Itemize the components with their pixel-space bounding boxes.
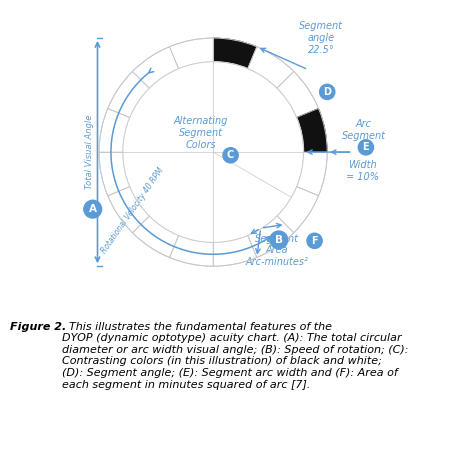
Wedge shape [132,216,178,258]
Wedge shape [277,71,318,117]
Wedge shape [247,47,293,88]
Wedge shape [108,71,149,117]
Wedge shape [99,152,129,196]
Circle shape [269,231,287,249]
Circle shape [123,62,303,242]
Circle shape [306,233,321,248]
Circle shape [357,140,373,155]
Text: B: B [274,235,282,245]
Text: F: F [310,236,317,246]
Text: A: A [89,204,97,214]
Text: Alternating
Segment
Colors: Alternating Segment Colors [173,116,227,150]
Wedge shape [296,152,327,196]
Text: Rotational Velocity 40 RPM: Rotational Velocity 40 RPM [99,166,165,255]
Text: Segment
Area
Arc-minutes²: Segment Area Arc-minutes² [245,234,307,267]
Wedge shape [277,187,318,233]
Wedge shape [296,109,327,152]
Text: Segment
angle
22.5°: Segment angle 22.5° [298,21,342,55]
Wedge shape [132,47,178,88]
Wedge shape [108,187,149,233]
Wedge shape [99,109,129,152]
Text: Width
= 10%: Width = 10% [346,160,378,182]
Text: C: C [227,150,234,160]
Wedge shape [213,235,256,266]
Text: Figure 2.: Figure 2. [10,322,66,331]
Text: Total Visual Angle: Total Visual Angle [85,115,94,189]
Wedge shape [247,216,293,258]
Wedge shape [169,235,213,266]
Text: E: E [362,142,368,152]
Text: Arc
Segment: Arc Segment [341,119,385,141]
Wedge shape [169,38,213,69]
Text: D: D [323,87,330,97]
Circle shape [319,84,334,100]
Circle shape [222,148,238,163]
Text: This illustrates the fundamental features of the
DYOP (dynamic optotype) acuity : This illustrates the fundamental feature… [62,322,408,390]
Wedge shape [213,38,256,69]
Circle shape [84,200,101,218]
